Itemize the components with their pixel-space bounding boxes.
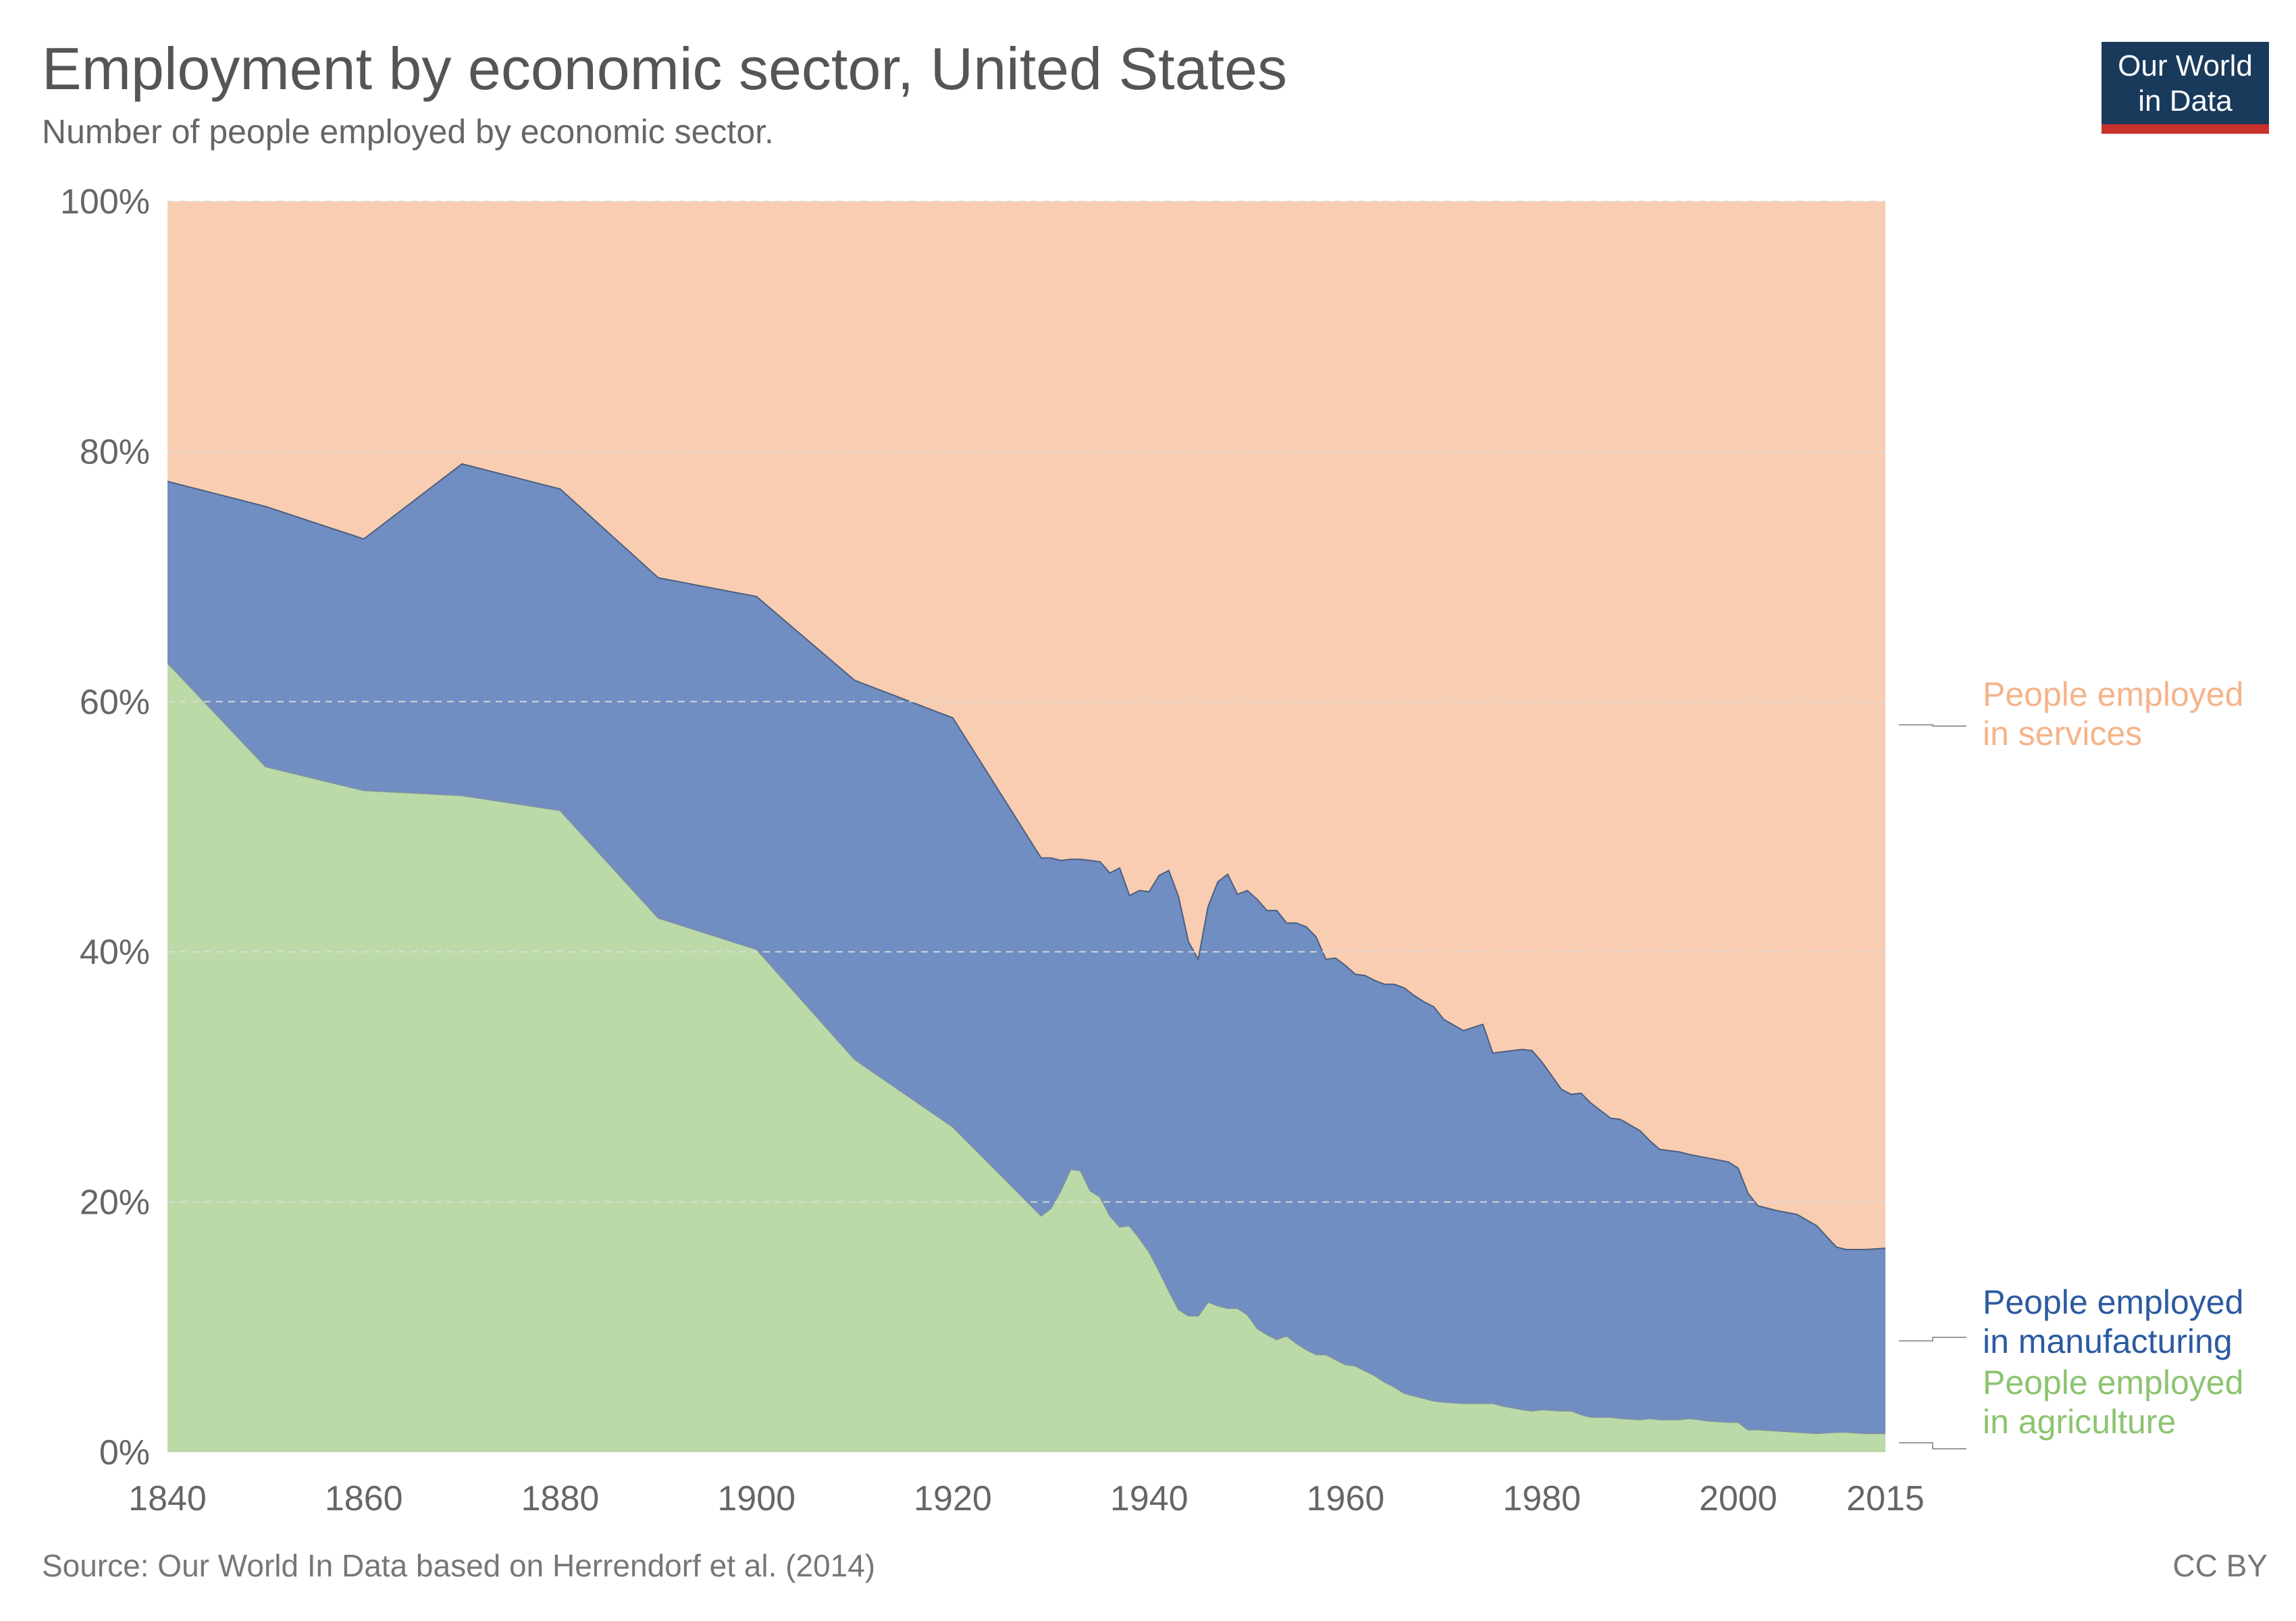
logo-accent-bar <box>2102 124 2269 134</box>
legend-connector <box>1899 1442 1966 1449</box>
x-axis: 1840 1860 1880 1900 1920 1940 1960 1980 2000 2015 <box>128 1479 1925 1518</box>
legend-label[interactable]: People employed <box>1983 1283 2243 1321</box>
area-agriculture[interactable] <box>167 663 1885 1452</box>
x-tick-label: 2015 <box>1846 1479 1925 1518</box>
logo-line-2: in Data <box>2138 84 2233 118</box>
x-tick-label: 1860 <box>325 1479 403 1518</box>
x-tick-label: 1880 <box>521 1479 600 1518</box>
y-axis: 0% 20% 40% 60% 80% 100% <box>60 182 150 1472</box>
y-tick-label: 40% <box>80 933 150 972</box>
legend-connector <box>1899 724 1966 727</box>
y-tick-label: 0% <box>99 1433 150 1472</box>
y-tick-label: 80% <box>80 432 150 471</box>
x-tick-label: 1840 <box>128 1479 207 1518</box>
x-tick-label: 2000 <box>1699 1479 1777 1518</box>
logo-line-1: Our World <box>2118 49 2253 82</box>
x-tick-label: 1940 <box>1110 1479 1189 1518</box>
legend-label[interactable]: in services <box>1983 715 2142 752</box>
legend-label[interactable]: in agriculture <box>1983 1403 2176 1441</box>
plot-area <box>167 201 1886 1452</box>
legend-label[interactable]: People employed <box>1983 1364 2243 1401</box>
area-boundary-line <box>167 662 1885 1435</box>
legend-label[interactable]: in manufacturing <box>1983 1322 2233 1360</box>
source-note[interactable]: Source: Our World In Data based on Herre… <box>42 1548 875 1583</box>
area-manufacturing[interactable] <box>167 463 1885 1434</box>
legend-label[interactable]: People employed <box>1983 675 2243 713</box>
y-tick-label: 20% <box>80 1183 150 1223</box>
area-boundary-line <box>167 463 1886 1250</box>
x-tick-label: 1980 <box>1503 1479 1581 1518</box>
chart-subtitle: Number of people employed by economic se… <box>42 113 774 151</box>
x-tick-label: 1920 <box>914 1479 992 1518</box>
grid-lines <box>167 201 1885 1203</box>
x-tick-label: 1960 <box>1307 1479 1385 1518</box>
owid-logo[interactable]: Our World in Data <box>2102 42 2269 134</box>
license-label[interactable]: CC BY <box>2172 1548 2268 1583</box>
area-services[interactable] <box>167 201 1885 1250</box>
legend-connector <box>1899 1337 1966 1342</box>
y-tick-label: 60% <box>80 683 150 722</box>
logo-background <box>2102 42 2269 131</box>
chart-title: Employment by economic sector, United St… <box>42 35 1287 102</box>
x-tick-label: 1900 <box>717 1479 795 1518</box>
y-tick-label: 100% <box>60 182 150 222</box>
